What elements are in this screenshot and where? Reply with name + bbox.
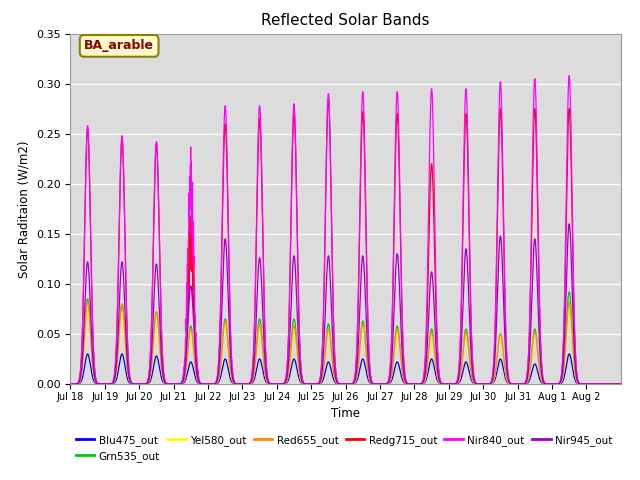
Red655_out [434,375,442,381]
Nir945_out [67,381,74,387]
Red655_out [84,299,92,305]
Legend: Blu475_out, Grn535_out, Yel580_out, Red655_out, Redg715_out, Nir840_out, Nir945_: Blu475_out, Grn535_out, Yel580_out, Red6… [76,435,612,462]
Line: Blu475_out: Blu475_out [70,354,621,384]
Nir840_out [67,381,74,387]
Blu475_out [422,375,430,381]
Nir945_out [490,374,497,380]
Red655_out [474,381,481,387]
Grn535_out [617,381,625,387]
Redg715_out [617,381,625,387]
Line: Redg715_out: Redg715_out [70,99,621,384]
Nir945_out [474,381,481,387]
Red655_out [498,335,506,340]
Nir945_out [497,241,505,247]
Line: Grn535_out: Grn535_out [70,292,621,384]
Yel580_out [434,375,442,381]
Redg715_out [490,366,497,372]
Redg715_out [474,381,481,387]
Yel580_out [67,381,74,387]
X-axis label: Time: Time [331,407,360,420]
Yel580_out [498,336,506,342]
Nir840_out [497,95,505,101]
Grn535_out [422,370,430,376]
Nir840_out [617,381,625,387]
Grn535_out [565,289,573,295]
Redg715_out [422,332,430,338]
Redg715_out [324,96,332,102]
Text: BA_arable: BA_arable [84,39,154,52]
Line: Nir840_out: Nir840_out [70,76,621,384]
Red655_out [422,370,430,375]
Redg715_out [161,378,169,384]
Line: Red655_out: Red655_out [70,302,621,384]
Red655_out [490,378,497,384]
Red655_out [161,381,169,386]
Nir945_out [422,358,430,364]
Nir840_out [161,378,169,384]
Nir840_out [474,381,481,387]
Red655_out [617,381,625,387]
Redg715_out [498,125,506,131]
Blu475_out [84,351,92,357]
Nir840_out [565,73,573,79]
Blu475_out [498,358,506,364]
Yel580_out [490,379,497,384]
Yel580_out [161,381,169,386]
Grn535_out [161,380,169,386]
Yel580_out [474,381,481,387]
Y-axis label: Solar Raditaion (W/m2): Solar Raditaion (W/m2) [17,140,30,277]
Redg715_out [434,354,442,360]
Grn535_out [490,379,497,384]
Nir840_out [433,341,441,347]
Blu475_out [434,378,442,384]
Redg715_out [67,381,74,387]
Grn535_out [474,381,481,387]
Grn535_out [67,381,74,387]
Nir840_out [422,321,430,326]
Yel580_out [422,370,430,376]
Nir945_out [433,366,441,372]
Nir945_out [617,381,625,387]
Nir945_out [565,221,573,227]
Blu475_out [161,381,169,386]
Red655_out [67,381,74,387]
Nir840_out [490,367,497,372]
Line: Yel580_out: Yel580_out [70,309,621,384]
Blu475_out [617,381,625,387]
Grn535_out [433,373,441,379]
Nir945_out [161,380,169,385]
Line: Nir945_out: Nir945_out [70,224,621,384]
Yel580_out [84,306,92,312]
Title: Reflected Solar Bands: Reflected Solar Bands [261,13,430,28]
Grn535_out [497,334,505,339]
Blu475_out [490,380,497,385]
Yel580_out [617,381,625,387]
Blu475_out [67,381,74,387]
Blu475_out [474,381,481,387]
